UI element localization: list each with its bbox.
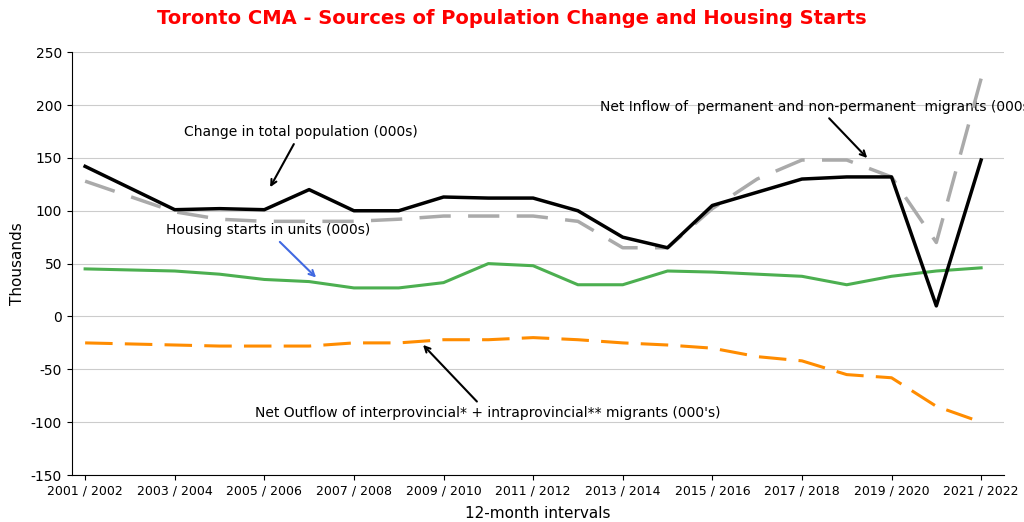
X-axis label: 12-month intervals: 12-month intervals bbox=[465, 506, 610, 521]
Y-axis label: Thousands: Thousands bbox=[10, 222, 26, 305]
Text: Housing starts in units (000s): Housing starts in units (000s) bbox=[166, 223, 370, 276]
Text: Net Outflow of interprovincial* + intraprovincial** migrants (000's): Net Outflow of interprovincial* + intrap… bbox=[255, 347, 721, 420]
Text: Net Inflow of  permanent and non-permanent  migrants (000s): Net Inflow of permanent and non-permanen… bbox=[600, 100, 1024, 156]
Text: Change in total population (000s): Change in total population (000s) bbox=[183, 125, 418, 185]
Text: Toronto CMA - Sources of Population Change and Housing Starts: Toronto CMA - Sources of Population Chan… bbox=[158, 9, 866, 28]
